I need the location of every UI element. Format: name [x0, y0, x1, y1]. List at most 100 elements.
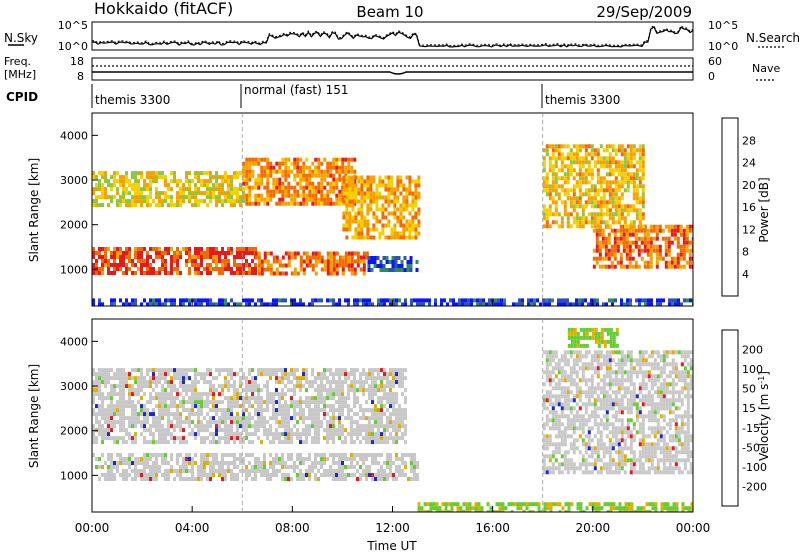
- velocity-cell: [560, 454, 564, 459]
- velocity-cell: [368, 428, 371, 433]
- velocity-cell: [317, 428, 320, 433]
- power-cell: [584, 168, 588, 173]
- velocity-cell: [584, 382, 588, 387]
- velocity-cell: [353, 428, 356, 433]
- power-cell: [119, 203, 122, 208]
- velocity-cell: [617, 418, 621, 423]
- power-cell: [305, 157, 309, 162]
- power-cell: [614, 298, 617, 303]
- velocity-cell: [593, 446, 597, 451]
- power-cell: [278, 165, 282, 170]
- power-cell: [239, 183, 242, 188]
- power-cell: [113, 247, 116, 251]
- power-cell: [679, 252, 683, 257]
- nave-label: Nave: [752, 62, 780, 75]
- velocity-cell: [155, 473, 158, 477]
- power-cell: [629, 180, 633, 185]
- velocity-cell: [227, 440, 230, 445]
- power-cell: [311, 201, 315, 206]
- power-cell: [293, 173, 297, 178]
- velocity-cell: [140, 404, 143, 409]
- velocity-cell: [146, 473, 149, 477]
- power-cell: [395, 302, 398, 306]
- velocity-cell: [401, 457, 404, 461]
- power-cell: [641, 152, 645, 157]
- velocity-cell: [134, 420, 137, 425]
- power-cell: [386, 298, 389, 303]
- power-cell: [563, 200, 567, 205]
- power-cell: [409, 256, 413, 260]
- power-cell: [629, 156, 633, 161]
- power-cell: [369, 203, 373, 208]
- power-cell: [382, 256, 386, 260]
- velocity-cell: [389, 392, 392, 397]
- power-cell: [668, 298, 671, 303]
- velocity-cell: [548, 362, 552, 367]
- velocity-cell: [374, 432, 377, 437]
- power-cell: [620, 208, 624, 213]
- power-cell: [566, 192, 570, 197]
- velocity-cell: [611, 458, 615, 463]
- velocity-cell: [338, 461, 341, 465]
- power-cell: [257, 193, 261, 198]
- power-cell: [566, 156, 570, 161]
- power-cell: [146, 251, 149, 255]
- power-cell: [170, 263, 173, 267]
- velocity-cell: [368, 432, 371, 437]
- power-cell: [602, 212, 606, 217]
- velocity-cell: [278, 436, 281, 441]
- velocity-cell: [344, 436, 347, 441]
- power-cell: [668, 302, 671, 306]
- power-cell: [152, 171, 155, 176]
- velocity-cell: [119, 388, 122, 393]
- power-cell: [605, 148, 609, 153]
- power-cell: [140, 263, 143, 267]
- power-cell: [263, 259, 267, 264]
- velocity-cell: [332, 453, 335, 457]
- power-cell: [320, 181, 324, 186]
- power-cell: [384, 187, 388, 192]
- velocity-cell: [215, 400, 218, 405]
- velocity-cell: [359, 416, 362, 421]
- velocity-cell: [92, 368, 95, 373]
- velocity-cell: [92, 400, 95, 405]
- power-cell: [314, 165, 318, 170]
- power-cell: [560, 220, 564, 225]
- velocity-cell: [95, 388, 98, 393]
- power-cell: [590, 172, 594, 177]
- power-cell: [188, 171, 191, 176]
- power-cell: [149, 183, 152, 188]
- velocity-cell: [413, 457, 416, 461]
- power-cell: [275, 201, 279, 206]
- velocity-cell: [161, 440, 164, 445]
- power-cell: [338, 263, 342, 268]
- velocity-cell: [542, 394, 546, 399]
- velocity-cell: [605, 382, 609, 387]
- power-cell: [551, 220, 555, 225]
- velocity-cell: [164, 400, 167, 405]
- velocity-cell: [317, 440, 320, 445]
- velocity-cell: [326, 457, 329, 461]
- velocity-cell: [119, 404, 122, 409]
- velocity-cell: [290, 372, 293, 377]
- velocity-cell: [224, 376, 227, 381]
- velocity-cell: [92, 453, 95, 457]
- velocity-cell: [578, 466, 582, 471]
- velocity-cell: [548, 434, 552, 439]
- velocity-cell: [245, 424, 248, 429]
- velocity-cell: [137, 400, 140, 405]
- velocity-cell: [137, 461, 140, 465]
- velocity-cell: [194, 396, 197, 401]
- power-cell: [260, 165, 264, 170]
- power-cell: [254, 193, 258, 198]
- power-cell: [146, 259, 149, 263]
- power-cell: [677, 302, 680, 306]
- velocity-cell: [296, 384, 299, 389]
- power-cell: [345, 195, 349, 200]
- velocity-cell: [608, 430, 612, 435]
- power-cell: [360, 219, 364, 224]
- power-cell: [158, 191, 161, 196]
- velocity-cell: [557, 370, 561, 375]
- velocity-cell: [380, 424, 383, 429]
- velocity-cell: [122, 368, 125, 373]
